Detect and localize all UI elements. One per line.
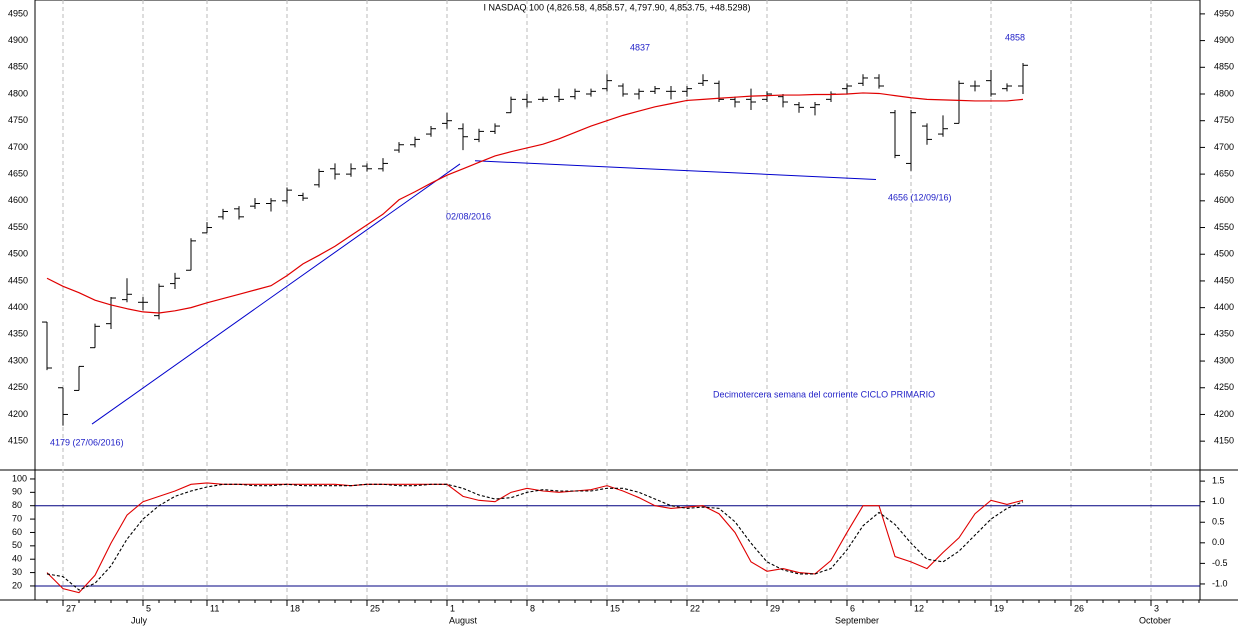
x-tick-label: 11 xyxy=(210,603,219,613)
y-tick-label: 60 xyxy=(12,527,22,537)
annotation: 4837 xyxy=(630,42,650,52)
y-tick-label: 4800 xyxy=(1214,88,1234,98)
y-tick-label: 4550 xyxy=(8,222,28,232)
y-tick-label: 4350 xyxy=(1214,329,1234,339)
x-tick-label: 29 xyxy=(770,603,780,613)
y-tick-label: 4500 xyxy=(1214,249,1234,259)
y-tick-label: 90 xyxy=(12,487,22,497)
y-tick-label: 4600 xyxy=(8,195,28,205)
y-tick-label: 4300 xyxy=(1214,355,1234,365)
x-tick-label: 15 xyxy=(610,603,620,613)
x-tick-label: 1 xyxy=(450,603,455,613)
trend-line xyxy=(91,163,461,425)
y-tick-label: 4450 xyxy=(1214,275,1234,285)
plot-frame xyxy=(34,0,1201,601)
y2-tick-label: 1.5 xyxy=(1212,475,1225,485)
y-tick-label: 4300 xyxy=(8,355,28,365)
y-tick-label: 4950 xyxy=(8,8,28,18)
y-tick-label: 4450 xyxy=(8,275,28,285)
y2-tick-label: -0.5 xyxy=(1212,558,1228,568)
y-tick-label: 4400 xyxy=(8,302,28,312)
y-tick-label: 4650 xyxy=(1214,168,1234,178)
y-tick-label: 4250 xyxy=(1214,382,1234,392)
y-tick-label: 4750 xyxy=(1214,115,1234,125)
moving-average xyxy=(46,92,1024,314)
x-tick-label: 18 xyxy=(290,603,300,613)
oscillator-line xyxy=(46,483,1024,591)
y-tick-label: 4250 xyxy=(8,382,28,392)
y-tick-label: 4150 xyxy=(1214,436,1234,446)
y-tick-label: 4600 xyxy=(1214,195,1234,205)
month-label: September xyxy=(835,615,879,625)
y-tick-label: 4650 xyxy=(8,168,28,178)
annotation: Decimotercera semana del corriente CICLO… xyxy=(713,389,935,399)
x-tick-label: 12 xyxy=(914,603,924,613)
y-tick-label: 4200 xyxy=(8,409,28,419)
annotation: 02/08/2016 xyxy=(446,211,491,221)
annotation: 4858 xyxy=(1005,32,1025,42)
annotation: 4656 (12/09/16) xyxy=(888,192,952,202)
annotation: 4179 (27/06/2016) xyxy=(50,437,124,447)
y-tick-label: 50 xyxy=(12,540,22,550)
month-label: October xyxy=(1139,615,1171,625)
x-tick-label: 3 xyxy=(1154,603,1159,613)
month-label: August xyxy=(449,615,478,625)
x-tick-label: 25 xyxy=(370,603,380,613)
y2-tick-label: 0.0 xyxy=(1212,537,1225,547)
x-tick-label: 5 xyxy=(146,603,151,613)
y-tick-label: 30 xyxy=(12,567,22,577)
x-tick-label: 27 xyxy=(66,603,76,613)
y-tick-label: 4850 xyxy=(8,62,28,72)
x-tick-label: 19 xyxy=(994,603,1004,613)
y-tick-label: 20 xyxy=(12,580,22,590)
x-tick-label: 8 xyxy=(530,603,535,613)
x-tick-label: 22 xyxy=(690,603,700,613)
y-tick-label: 4200 xyxy=(1214,409,1234,419)
y-tick-label: 4900 xyxy=(8,35,28,45)
y-tick-label: 80 xyxy=(12,500,22,510)
chart-title: I NASDAQ 100 (4,826.58, 4,858.57, 4,797.… xyxy=(484,2,751,12)
y2-tick-label: 1.0 xyxy=(1212,496,1225,506)
y-tick-label: 4350 xyxy=(8,329,28,339)
x-tick-label: 26 xyxy=(1074,603,1084,613)
oscillator-line xyxy=(46,482,1024,594)
y-tick-label: 4500 xyxy=(8,249,28,259)
y2-tick-label: 0.5 xyxy=(1212,517,1225,527)
month-label: July xyxy=(131,615,148,625)
y-tick-label: 4850 xyxy=(1214,62,1234,72)
y2-tick-label: -1.0 xyxy=(1212,578,1228,588)
y-tick-label: 4150 xyxy=(8,436,28,446)
y-tick-label: 4400 xyxy=(1214,302,1234,312)
y-tick-label: 4700 xyxy=(8,142,28,152)
y-tick-label: 4900 xyxy=(1214,35,1234,45)
y-tick-label: 40 xyxy=(12,554,22,564)
y-tick-label: 4750 xyxy=(8,115,28,125)
y-tick-label: 70 xyxy=(12,513,22,523)
trend-line xyxy=(474,160,877,180)
y-tick-label: 4800 xyxy=(8,88,28,98)
x-tick-label: 6 xyxy=(850,603,855,613)
y-tick-label: 4550 xyxy=(1214,222,1234,232)
y-tick-label: 4700 xyxy=(1214,142,1234,152)
y-tick-label: 100 xyxy=(12,473,27,483)
y-tick-label: 4950 xyxy=(1214,8,1234,18)
